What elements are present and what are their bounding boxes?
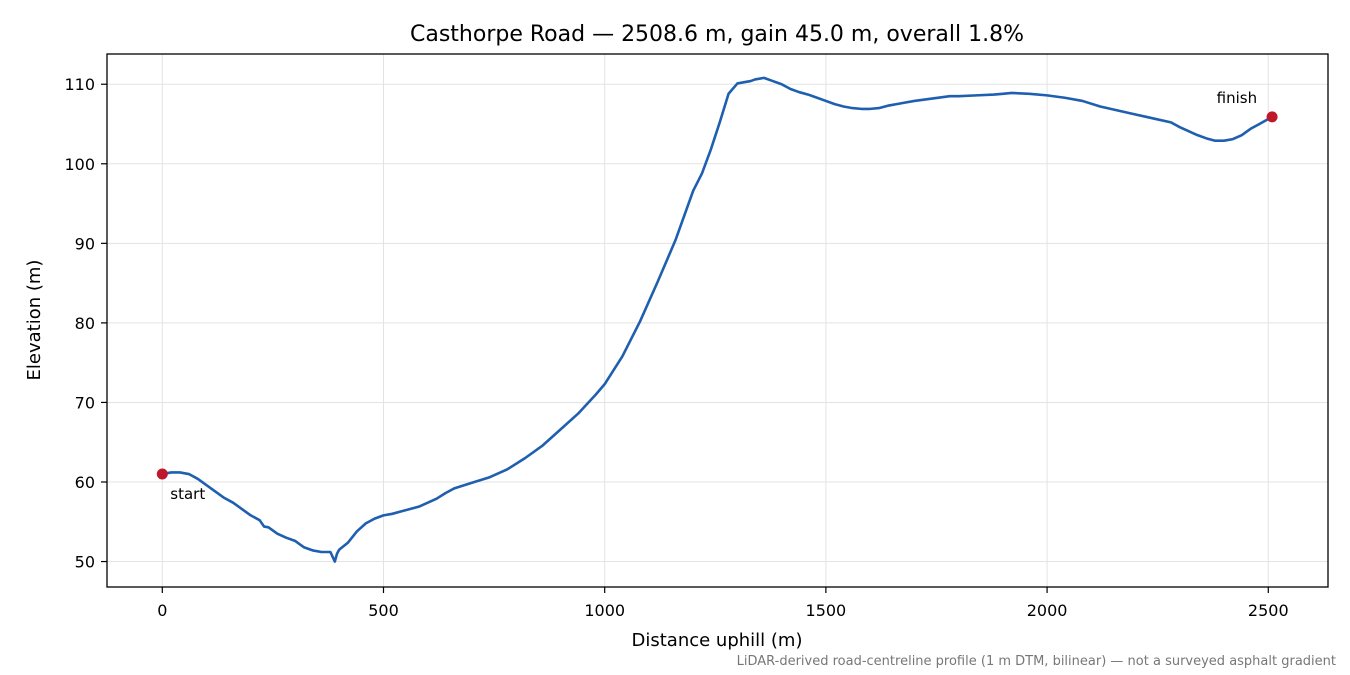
x-tick-label: 2000 bbox=[1027, 601, 1068, 620]
footnote: LiDAR-derived road-centreline profile (1… bbox=[737, 654, 1336, 669]
start-annotation: start bbox=[170, 485, 205, 503]
x-tick-label: 1000 bbox=[584, 601, 625, 620]
chart-title: Casthorpe Road — 2508.6 m, gain 45.0 m, … bbox=[410, 22, 1024, 47]
x-axis-label: Distance uphill (m) bbox=[632, 630, 803, 651]
finish-annotation: finish bbox=[1217, 89, 1257, 107]
y-axis-label: Elevation (m) bbox=[24, 260, 45, 381]
y-tick-label: 80 bbox=[75, 314, 95, 333]
finish-marker bbox=[1266, 111, 1278, 123]
y-tick-label: 60 bbox=[75, 473, 95, 492]
y-tick-label: 70 bbox=[75, 393, 95, 412]
y-tick-label: 100 bbox=[64, 155, 95, 174]
y-tick-label: 90 bbox=[75, 234, 95, 253]
grid bbox=[107, 54, 1328, 587]
x-tick-label: 1500 bbox=[806, 601, 847, 620]
y-tick-label: 50 bbox=[75, 553, 95, 572]
y-axis-ticks: 50 60 70 80 90 100 110 bbox=[64, 75, 107, 572]
plot-frame bbox=[106, 53, 1329, 588]
elevation-line bbox=[161, 76, 1274, 563]
x-tick-label: 500 bbox=[368, 601, 399, 620]
x-tick-label: 0 bbox=[157, 601, 167, 620]
x-axis-ticks: 0 500 1000 1500 2000 2500 bbox=[157, 587, 1289, 620]
start-marker bbox=[156, 468, 168, 480]
y-tick-label: 110 bbox=[64, 75, 95, 94]
x-tick-label: 2500 bbox=[1248, 601, 1289, 620]
